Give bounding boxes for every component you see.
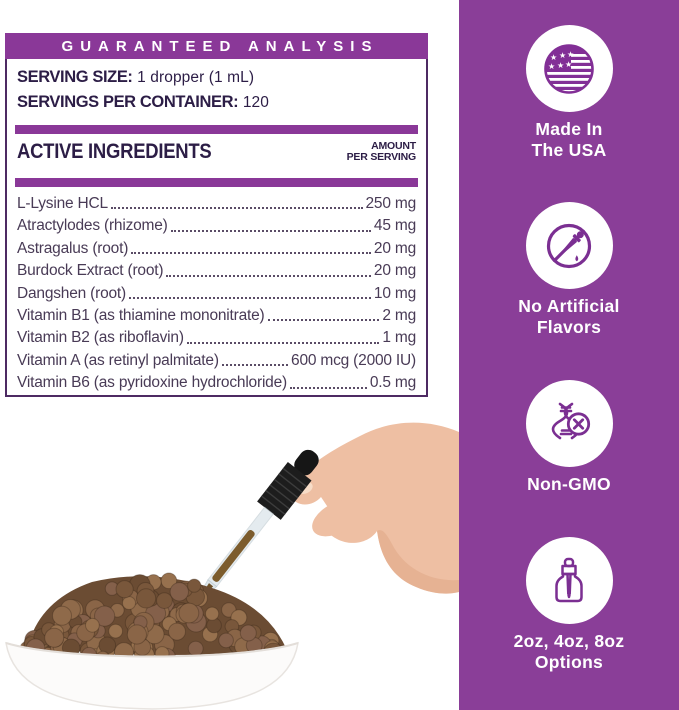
badge-made-in-usa: ★ ★ ★ ★ ★ ★ Made In The USA: [459, 25, 679, 161]
table-row: Burdock Extract (root) 20 mg: [17, 262, 416, 284]
badge-label-line2: The USA: [531, 140, 607, 160]
table-row: Vitamin B6 (as pyridoxine hydrochloride)…: [17, 374, 416, 396]
servings-per-container-line: SERVINGS PER CONTAINER: 120: [17, 90, 416, 115]
ingredient-name: Astragalus (root): [17, 239, 129, 257]
bowl-graphic: [5, 641, 299, 710]
table-row: Atractylodes (rhizome) 45 mg: [17, 217, 416, 239]
dot-leader: [267, 319, 380, 322]
badge-size-options: 2oz, 4oz, 8oz Options: [459, 537, 679, 673]
ingredient-amount: 1 mg: [382, 329, 416, 347]
ingredient-amount: 10 mg: [373, 284, 416, 302]
badge-circle: [525, 380, 613, 467]
table-row: Astragalus (root) 20 mg: [17, 240, 416, 262]
ingredient-amount: 20 mg: [373, 239, 416, 257]
badge-circle: [525, 202, 613, 289]
divider-bar-top: [15, 125, 418, 134]
badge-label-line1: No Artificial: [518, 296, 620, 316]
table-row: Vitamin B2 (as riboflavin) 1 mg: [17, 329, 416, 351]
badge-label-line2: Flavors: [536, 317, 602, 337]
dropper-over-food-photo: [0, 420, 459, 710]
badge-label-line1: Non-GMO: [527, 474, 611, 494]
ingredient-name: Vitamin A (as retinyl palmitate): [17, 351, 219, 369]
no-artificial-flavors-icon: [546, 223, 592, 268]
ingredient-name: Vitamin B1 (as thiamine mononitrate): [17, 306, 265, 324]
panel-title: GUARANTEED ANALYSIS: [61, 37, 379, 55]
badge-label-line1: Made In: [535, 119, 603, 139]
serving-size-label: SERVING SIZE:: [17, 68, 133, 86]
svg-text:★: ★: [565, 60, 572, 69]
dot-leader: [221, 364, 289, 367]
table-header: ACTIVE INGREDIENTS AMOUNT PER SERVING: [17, 136, 416, 168]
serving-size-line: SERVING SIZE: 1 dropper (1 mL): [17, 65, 416, 90]
ingredient-name: Dangshen (root): [17, 284, 127, 302]
photo-illustration: [5, 422, 459, 710]
badge-label-line1: 2oz, 4oz, 8oz: [513, 631, 625, 651]
svg-text:★: ★: [559, 51, 566, 60]
badge-label: 2oz, 4oz, 8oz Options: [514, 631, 625, 673]
divider-bar-bottom: [15, 178, 418, 187]
badge-circle: ★ ★ ★ ★ ★ ★: [525, 25, 613, 112]
svg-text:★: ★: [550, 53, 557, 62]
panel-title-bar: GUARANTEED ANALYSIS: [5, 33, 428, 59]
table-row: Dangshen (root) 10 mg: [17, 285, 416, 307]
non-gmo-icon: [551, 402, 591, 439]
ingredient-amount: 0.5 mg: [369, 374, 416, 392]
dot-leader: [290, 386, 367, 389]
dot-leader: [131, 252, 371, 255]
dot-leader: [129, 296, 371, 299]
hand-graphic: [290, 422, 459, 594]
svg-text:★: ★: [557, 61, 564, 70]
ingredient-amount: 2 mg: [382, 306, 416, 324]
ingredient-name: Vitamin B2 (as riboflavin): [17, 329, 184, 347]
svg-text:★: ★: [548, 62, 555, 71]
amount-line2: PER SERVING: [346, 151, 417, 163]
amount-line1: AMOUNT: [371, 140, 416, 152]
guaranteed-analysis-panel: GUARANTEED ANALYSIS SERVING SIZE: 1 drop…: [5, 33, 428, 397]
column-header-ingredients: ACTIVE INGREDIENTS: [17, 140, 212, 163]
ingredient-name: L-Lysine HCL: [17, 195, 108, 212]
ingredient-amount: 250 mg: [365, 195, 417, 212]
badge-label: No Artificial Flavors: [518, 296, 619, 338]
svg-text:★: ★: [567, 50, 574, 59]
column-header-amount: AMOUNT PER SERVING: [346, 140, 417, 163]
dot-leader: [166, 274, 371, 277]
serving-info: SERVING SIZE: 1 dropper (1 mL) SERVINGS …: [17, 65, 416, 115]
badge-label-line2: Options: [534, 652, 604, 672]
feature-sidebar: ★ ★ ★ ★ ★ ★ Made In The USA: [459, 0, 679, 710]
ingredient-amount: 600 mcg (2000 IU): [291, 351, 416, 369]
dropper-bottle-icon: [555, 557, 583, 602]
table-row: Vitamin A (as retinyl palmitate) 600 mcg …: [17, 352, 416, 374]
ingredient-name: Vitamin B6 (as pyridoxine hydrochloride): [17, 374, 287, 392]
ingredient-name: Burdock Extract (root): [17, 262, 164, 280]
ingredients-table: L-Lysine HCL 250 mg Atractylodes (rhizome…: [17, 195, 416, 397]
table-row: L-Lysine HCL 250 mg: [17, 195, 416, 217]
badge-circle: [525, 537, 613, 624]
dot-leader: [170, 229, 371, 232]
table-row: Vitamin B1 (as thiamine mononitrate) 2 mg: [17, 307, 416, 329]
dot-leader: [110, 207, 363, 210]
badge-non-gmo: Non-GMO: [459, 380, 679, 495]
dropper-graphic: [191, 449, 319, 610]
serving-size-value: 1 dropper (1 mL): [137, 69, 255, 86]
ingredient-amount: 20 mg: [373, 262, 416, 280]
ingredient-amount: 45 mg: [373, 217, 416, 235]
dot-leader: [186, 341, 380, 344]
badge-label: Non-GMO: [527, 474, 611, 495]
usa-flag-icon: ★ ★ ★ ★ ★ ★: [544, 43, 594, 94]
badge-label: Made In The USA: [531, 119, 606, 161]
ingredient-name: Atractylodes (rhizome): [17, 217, 168, 235]
servings-label: SERVINGS PER CONTAINER:: [17, 93, 239, 111]
badge-no-artificial-flavors: No Artificial Flavors: [459, 202, 679, 338]
servings-value: 120: [242, 94, 269, 111]
